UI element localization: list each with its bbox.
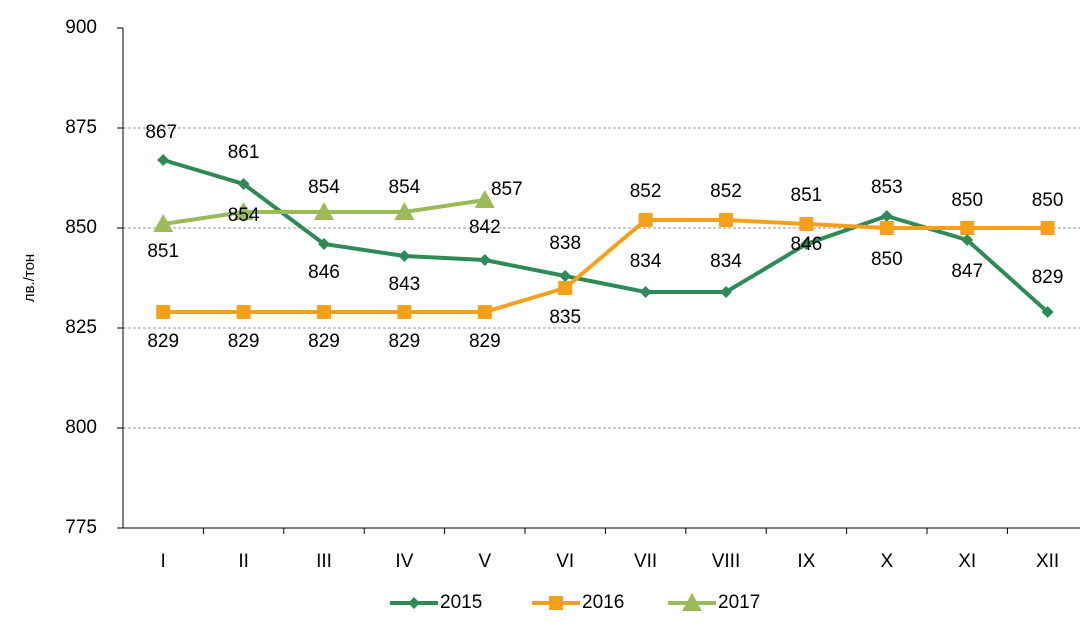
marker: [558, 281, 573, 295]
data-label: 857: [491, 179, 523, 200]
marker: [474, 190, 495, 208]
data-label: 829: [147, 331, 179, 352]
y-axis-label: лв./тон: [21, 254, 38, 302]
x-tick-label: X: [880, 551, 893, 572]
marker: [960, 221, 975, 235]
data-label: 838: [549, 233, 581, 254]
x-tick-label: VII: [634, 551, 657, 572]
marker: [559, 270, 572, 282]
data-label: 829: [228, 331, 260, 352]
x-tick-label: IX: [797, 551, 815, 572]
marker: [156, 305, 171, 319]
data-label: 854: [228, 205, 260, 226]
marker: [236, 305, 251, 319]
data-label: 829: [469, 331, 501, 352]
series-line: [163, 218, 1048, 314]
marker: [720, 286, 732, 298]
marker: [397, 305, 412, 319]
data-label: 846: [791, 234, 823, 255]
marker: [237, 178, 250, 190]
series-line: [162, 158, 1049, 314]
series: 851 854 854 854 857: [147, 177, 522, 262]
y-tick-label: 875: [65, 117, 97, 138]
marker: [477, 305, 492, 319]
series: 829 829 829 829 829 835 852 852 851 850 850 850: [147, 181, 1063, 352]
marker: [799, 217, 814, 231]
data-label: 867: [145, 122, 177, 143]
y-tick-label: 775: [65, 517, 97, 538]
data-label: 850: [1032, 190, 1064, 211]
x-tick-label: XI: [958, 551, 976, 572]
marker: [639, 286, 652, 298]
marker: [719, 213, 733, 227]
data-label: 834: [710, 251, 742, 272]
y-tick-label: 900: [65, 17, 97, 38]
data-label: 861: [228, 142, 260, 163]
y-tick-label: 800: [65, 417, 97, 438]
marker: [318, 238, 330, 250]
marker: [157, 154, 170, 166]
data-label: 829: [308, 331, 340, 352]
data-label: 852: [710, 181, 742, 202]
x-tick-label: II: [238, 551, 249, 572]
marker: [879, 221, 894, 235]
series: 867 861 846 843 842 838 834 834 846 853 847 829: [145, 122, 1063, 318]
data-label: 829: [1032, 267, 1064, 288]
x-tick-label: I: [161, 551, 166, 572]
marker: [800, 238, 813, 250]
marker: [880, 210, 893, 222]
x-tick-label: V: [478, 551, 491, 572]
legend-label: 2015: [440, 592, 482, 613]
marker: [408, 597, 420, 609]
data-label: 847: [951, 261, 983, 282]
data-label: 843: [389, 274, 421, 295]
marker: [398, 250, 411, 262]
x-tick-label: IV: [395, 551, 413, 572]
legend-label: 2016: [582, 592, 624, 613]
x-tick-label: XII: [1036, 551, 1059, 572]
data-label: 851: [791, 185, 823, 206]
marker: [314, 202, 334, 220]
legend-label: 2017: [718, 592, 760, 613]
data-label: 834: [630, 251, 662, 272]
data-label: 853: [871, 177, 903, 198]
data-label: 835: [549, 307, 581, 328]
marker: [478, 254, 491, 266]
marker: [549, 596, 563, 610]
marker: [682, 593, 702, 611]
marker: [317, 305, 331, 319]
x-tick-label: III: [316, 551, 332, 572]
data-label: 842: [469, 217, 501, 238]
data-label: 852: [630, 181, 662, 202]
data-label: 854: [308, 177, 340, 198]
marker: [638, 213, 653, 227]
data-label: 846: [308, 262, 340, 283]
marker: [1040, 221, 1055, 235]
data-label: 854: [389, 177, 421, 198]
marker: [153, 214, 174, 232]
y-tick-label: 850: [65, 217, 97, 238]
marker: [1041, 306, 1054, 318]
data-label: 829: [389, 331, 421, 352]
marker: [394, 202, 415, 220]
data-label: 851: [147, 241, 179, 262]
data-label: 850: [951, 190, 983, 211]
x-tick-label: VI: [556, 551, 574, 572]
x-tick-label: VIII: [712, 551, 741, 572]
marker: [233, 202, 254, 220]
marker: [961, 234, 974, 246]
y-tick-label: 825: [65, 317, 97, 338]
data-label: 850: [871, 249, 903, 270]
